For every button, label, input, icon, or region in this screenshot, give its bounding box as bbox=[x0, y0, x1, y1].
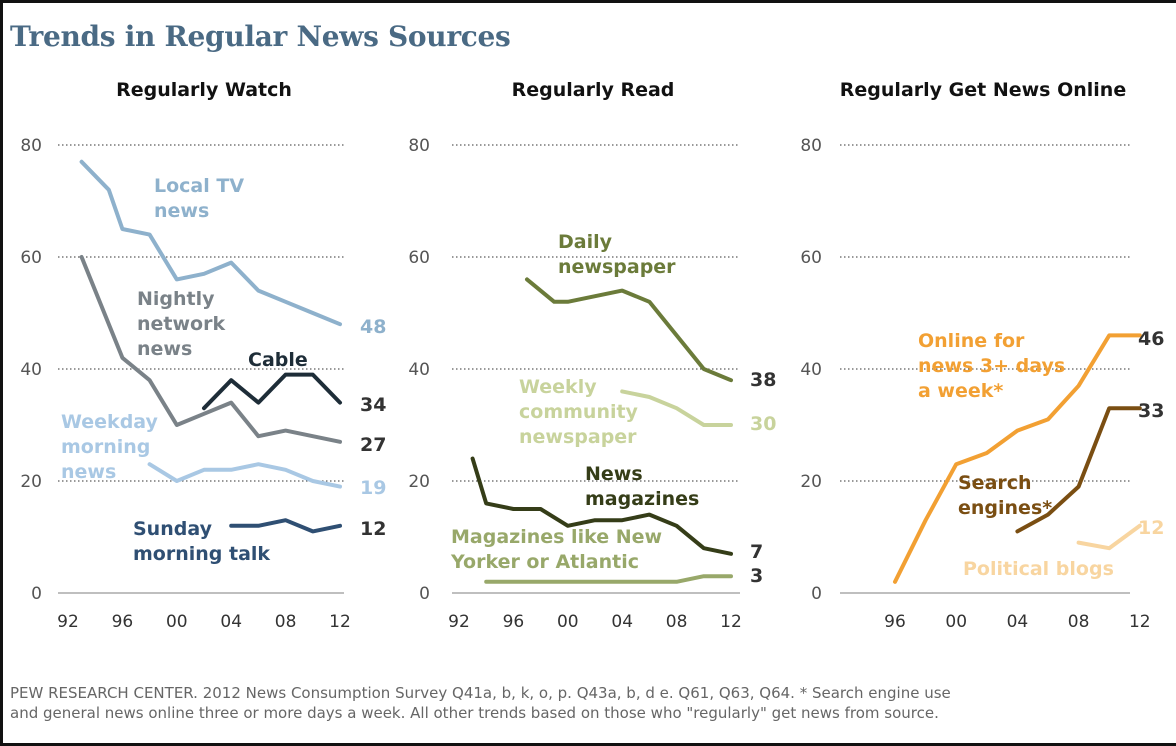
series-line-local-tv-news bbox=[79, 159, 342, 327]
series-label-weekday-morning-news: Weekday morning news bbox=[61, 411, 159, 483]
y-tick-label: 80 bbox=[408, 136, 430, 156]
series-label-local-tv-news: Local TV news bbox=[154, 175, 244, 222]
series-line-weekly-community-newspaper bbox=[620, 389, 733, 427]
series-label-weekly-community-newspaper: Weekly community newspaper bbox=[519, 376, 639, 448]
series-line-sunday-morning-talk bbox=[229, 518, 342, 534]
series-line-weekday-morning-news bbox=[147, 462, 342, 489]
y-tick-label: 0 bbox=[31, 584, 42, 604]
series-label-magazines-like-new-yorker-or-atlantic: Magazines like New Yorker or Atlantic bbox=[450, 526, 662, 573]
panel-regularly-watch: Regularly Watch 0 20 40 60 80 92 96 00 04 08 12 Loca… bbox=[20, 79, 386, 632]
y-tick-label: 40 bbox=[800, 360, 822, 380]
x-tick-label: 92 bbox=[57, 612, 79, 632]
panel-title: Regularly Read bbox=[512, 79, 675, 101]
x-tick-label: 04 bbox=[611, 612, 633, 632]
end-value-online-for-news-3-days-a-week: 46 bbox=[1138, 328, 1164, 350]
x-tick-label: 08 bbox=[1068, 612, 1090, 632]
series-line-nightly-network-news bbox=[79, 255, 342, 444]
y-tick-label: 40 bbox=[408, 360, 430, 380]
series-label-nightly-network-news: Nightly network news bbox=[137, 288, 225, 360]
x-tick-label: 08 bbox=[275, 612, 297, 632]
end-value-nightly-network-news: 27 bbox=[360, 434, 386, 456]
series-line-political-blogs bbox=[1076, 523, 1142, 551]
y-tick-label: 20 bbox=[408, 472, 430, 492]
y-tick-label: 20 bbox=[20, 472, 42, 492]
series-line-online-for-news-3-days-a-week bbox=[893, 333, 1142, 584]
panel-title: Regularly Get News Online bbox=[840, 79, 1126, 101]
x-tick-label: 00 bbox=[557, 612, 579, 632]
x-tick-label: 04 bbox=[220, 612, 242, 632]
series-line-daily-newspaper bbox=[525, 277, 733, 383]
x-tick-label: 12 bbox=[720, 612, 742, 632]
footnote-line-1: PEW RESEARCH CENTER. 2012 News Consumpti… bbox=[10, 684, 951, 702]
x-tick-label: 96 bbox=[112, 612, 134, 632]
series-label-cable: Cable bbox=[248, 349, 308, 371]
panel-regularly-get-news-online: Regularly Get News Online 0 20 40 60 80 96 00 04… bbox=[800, 79, 1164, 632]
end-value-political-blogs: 12 bbox=[1138, 517, 1164, 539]
y-tick-label: 80 bbox=[20, 136, 42, 156]
y-tick-label: 60 bbox=[800, 248, 822, 268]
end-value-cable: 34 bbox=[360, 394, 386, 416]
panel-title: Regularly Watch bbox=[116, 79, 292, 101]
end-value-local-tv-news: 48 bbox=[360, 316, 386, 338]
x-tick-label: 96 bbox=[503, 612, 525, 632]
x-tick-label: 12 bbox=[1129, 612, 1151, 632]
series-label-search-engines: Search engines* bbox=[958, 472, 1052, 519]
series-line-news-magazines bbox=[470, 456, 733, 556]
page-title: Trends in Regular News Sources bbox=[10, 20, 511, 53]
x-tick-label: 96 bbox=[884, 612, 906, 632]
y-tick-label: 0 bbox=[811, 584, 822, 604]
series-line-magazines-like-new-yorker-or-atlantic bbox=[484, 574, 733, 584]
panel-regularly-read: Regularly Read 0 20 40 60 80 92 96 00 04 08 12 Daily… bbox=[408, 79, 776, 632]
series-label-daily-newspaper: Daily newspaper bbox=[558, 231, 676, 278]
series-label-sunday-morning-talk: Sunday morning talk bbox=[133, 518, 270, 565]
series-line-cable bbox=[202, 372, 342, 411]
series-label-political-blogs: Political blogs bbox=[963, 558, 1114, 580]
end-value-magazines-like-new-yorker-or-atlantic: 3 bbox=[750, 565, 763, 587]
x-tick-label: 00 bbox=[945, 612, 967, 632]
x-tick-label: 00 bbox=[166, 612, 188, 632]
end-value-weekday-morning-news: 19 bbox=[360, 477, 386, 499]
y-tick-label: 0 bbox=[419, 584, 430, 604]
y-tick-label: 20 bbox=[800, 472, 822, 492]
end-value-daily-newspaper: 38 bbox=[750, 369, 776, 391]
y-tick-label: 80 bbox=[800, 136, 822, 156]
series-label-online-for-news-3-days-a-week: Online for news 3+ days a week* bbox=[918, 330, 1065, 402]
end-value-weekly-community-newspaper: 30 bbox=[750, 413, 776, 435]
series-line-search-engines bbox=[1015, 406, 1142, 534]
end-value-news-magazines: 7 bbox=[750, 541, 763, 563]
y-tick-label: 40 bbox=[20, 360, 42, 380]
end-value-sunday-morning-talk: 12 bbox=[360, 518, 386, 540]
x-tick-label: 04 bbox=[1007, 612, 1029, 632]
footnote-line-2: and general news online three or more da… bbox=[10, 704, 939, 722]
end-value-search-engines: 33 bbox=[1138, 400, 1164, 422]
x-tick-label: 08 bbox=[666, 612, 688, 632]
x-tick-label: 92 bbox=[448, 612, 470, 632]
footnote: PEW RESEARCH CENTER. 2012 News Consumpti… bbox=[10, 683, 1160, 723]
y-tick-label: 60 bbox=[20, 248, 42, 268]
series-label-news-magazines: News magazines bbox=[585, 463, 699, 510]
y-tick-label: 60 bbox=[408, 248, 430, 268]
x-tick-label: 12 bbox=[329, 612, 351, 632]
